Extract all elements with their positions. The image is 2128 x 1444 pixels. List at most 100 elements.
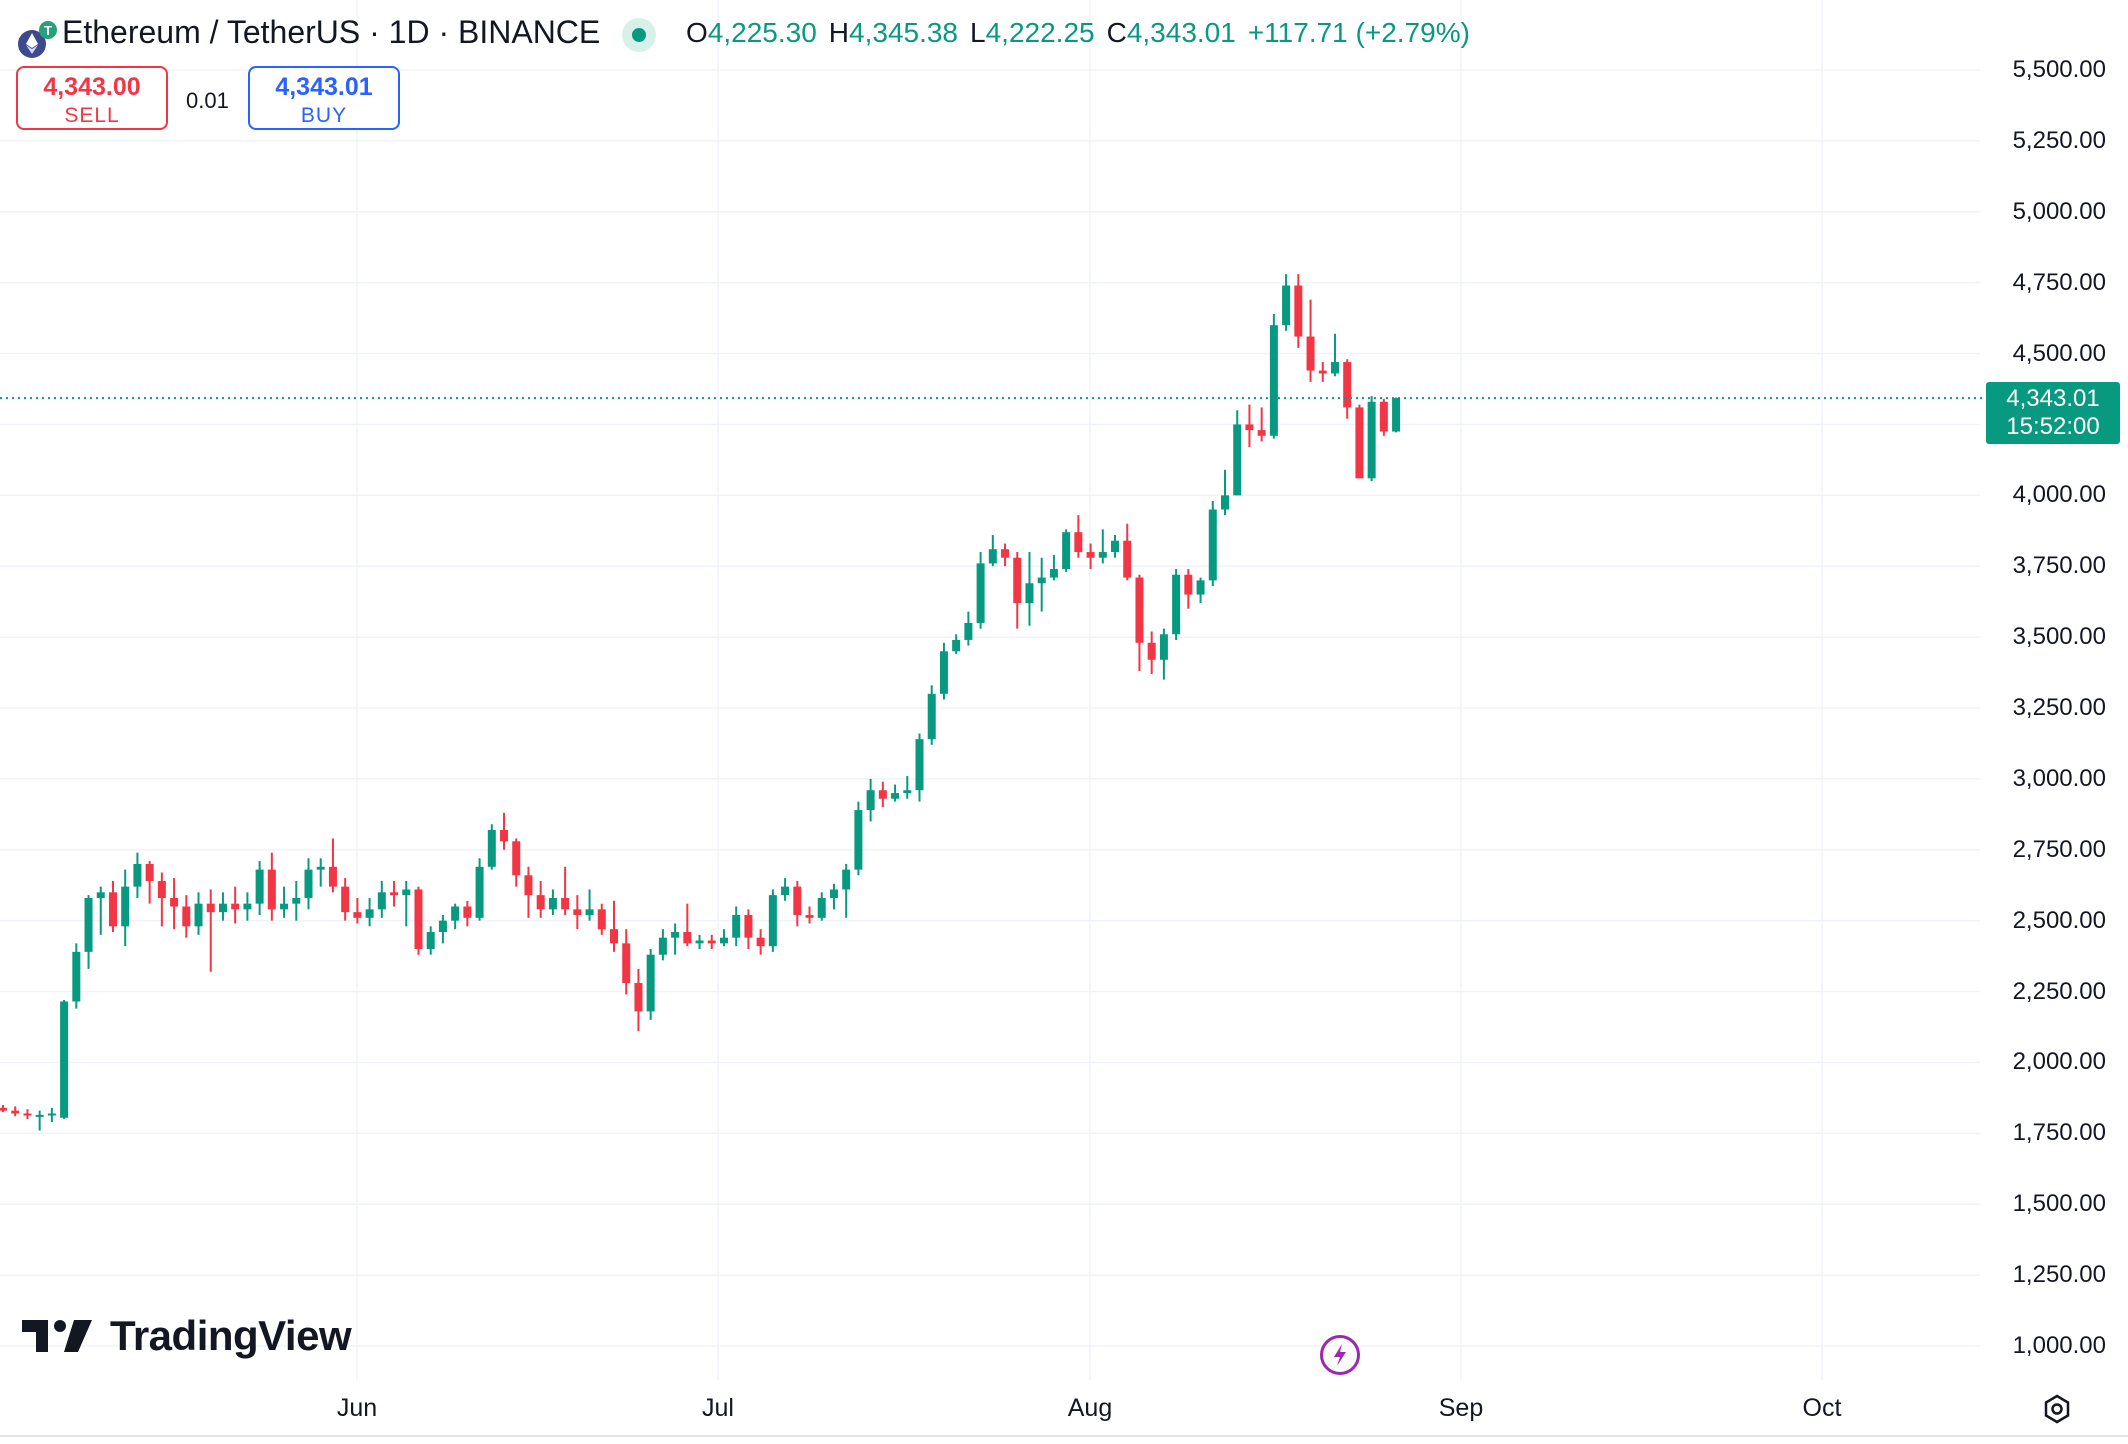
candle-body xyxy=(243,903,252,910)
time-axis-label: Sep xyxy=(1438,1394,1484,1422)
candle-body xyxy=(353,912,362,918)
candle-body xyxy=(732,914,741,938)
candle-body xyxy=(1172,574,1181,635)
candle-body xyxy=(695,940,704,944)
candle-body xyxy=(878,790,887,799)
time-axis-label: Aug xyxy=(1067,1394,1113,1422)
price-axis-label: 3,500.00 xyxy=(2012,623,2106,651)
candle-body xyxy=(170,897,179,907)
candle-body xyxy=(341,886,350,913)
candle-body xyxy=(707,940,716,944)
candle-body xyxy=(451,906,460,921)
candle-body xyxy=(1147,642,1156,660)
candle-body xyxy=(1086,552,1095,558)
candle-body xyxy=(1025,583,1034,604)
candle-body xyxy=(1367,401,1376,479)
candle-body xyxy=(438,920,447,933)
candle-body xyxy=(1098,552,1107,558)
candle-body xyxy=(292,897,301,904)
candle-body xyxy=(658,937,667,955)
candle-body xyxy=(1184,574,1193,595)
close-key: C xyxy=(1106,17,1127,48)
candle-body xyxy=(1049,569,1058,578)
candle-body xyxy=(536,895,545,910)
candle-body xyxy=(377,892,386,910)
candle-body xyxy=(1269,325,1278,436)
tradingview-logo-icon xyxy=(22,1320,92,1352)
time-axis-label: Jun xyxy=(336,1394,378,1422)
candle-body xyxy=(121,886,130,927)
candle-body xyxy=(47,1113,56,1116)
candle-body xyxy=(939,651,948,694)
sell-label: SELL xyxy=(64,104,120,127)
candle-body xyxy=(719,937,728,944)
candle-body xyxy=(793,886,802,915)
candle-body xyxy=(182,906,191,927)
candle-body xyxy=(1196,580,1205,595)
candle-body xyxy=(145,863,154,881)
candle-body xyxy=(805,914,814,918)
candle-body xyxy=(267,869,276,910)
candle-body xyxy=(133,863,142,887)
candle-body xyxy=(817,897,826,918)
candle-body xyxy=(781,886,790,896)
bar-countdown: 15:52:00 xyxy=(2006,413,2100,440)
time-axis-label: Oct xyxy=(1802,1394,1842,1422)
candle-body xyxy=(1159,634,1168,660)
candle-body xyxy=(1123,540,1132,578)
candle-body xyxy=(842,869,851,890)
candle-body xyxy=(622,943,631,984)
candle-body xyxy=(1037,577,1046,584)
candle-body xyxy=(512,841,521,876)
candle-body xyxy=(1306,336,1315,371)
lightning-icon[interactable] xyxy=(1320,1335,1360,1375)
price-axis-label: 5,500.00 xyxy=(2012,56,2106,83)
close-value: 4,343.01 xyxy=(1126,17,1236,48)
high-key: H xyxy=(828,17,850,48)
candle-body xyxy=(60,1001,69,1118)
candle-body xyxy=(561,897,570,910)
candle-body xyxy=(891,793,900,799)
candle-body xyxy=(964,622,973,640)
open-value: 4,225.30 xyxy=(707,17,817,48)
candle-body xyxy=(1318,370,1327,374)
high-value: 4,345.38 xyxy=(849,17,959,48)
buy-button[interactable]: 4,343.01 BUY xyxy=(248,66,400,130)
candle-body xyxy=(915,739,924,791)
candle-body xyxy=(756,937,765,947)
price-axis-label: 1,000.00 xyxy=(2012,1332,2106,1359)
low-value: 4,222.25 xyxy=(985,17,1095,48)
symbol-title[interactable]: Ethereum / TetherUS · 1D · BINANCE xyxy=(62,14,601,50)
candle-body xyxy=(1013,557,1022,604)
candle-body xyxy=(976,563,985,623)
candle-body xyxy=(634,983,643,1012)
price-axis-label: 3,750.00 xyxy=(2012,552,2106,580)
tradingview-logo[interactable]: TradingView xyxy=(22,1312,352,1360)
candle-body xyxy=(1221,495,1229,510)
candle-body xyxy=(328,866,337,887)
change-value: +117.71 (+2.79%) xyxy=(1247,17,1470,48)
open-key: O xyxy=(686,17,708,48)
price-axis-label: 1,250.00 xyxy=(2012,1261,2106,1289)
candle-body xyxy=(1208,509,1217,581)
price-axis-label: 2,250.00 xyxy=(2012,977,2106,1005)
candle-body xyxy=(903,790,912,794)
candle-body xyxy=(1282,285,1291,326)
settings-gear-icon[interactable] xyxy=(2042,1394,2072,1424)
candle-body xyxy=(671,932,680,938)
price-axis-label: 2,500.00 xyxy=(2012,906,2106,934)
candle-body xyxy=(463,906,472,918)
candle-body xyxy=(1245,424,1254,431)
candle-body xyxy=(854,810,863,870)
ohlc-legend: O4,225.30 H4,345.38 L4,222.25 C4,343.01 … xyxy=(686,17,1470,49)
candle-body xyxy=(475,866,484,918)
sell-button[interactable]: 4,343.00 SELL xyxy=(16,66,168,130)
price-axis-label: 3,250.00 xyxy=(2012,694,2106,721)
candle-body xyxy=(829,889,838,898)
last-price-value: 4,343.01 xyxy=(2006,385,2100,412)
market-open-dot-icon[interactable] xyxy=(622,18,656,52)
buy-price: 4,343.01 xyxy=(275,73,373,101)
last-price-tag: 4,343.01 15:52:00 xyxy=(1986,382,2120,444)
